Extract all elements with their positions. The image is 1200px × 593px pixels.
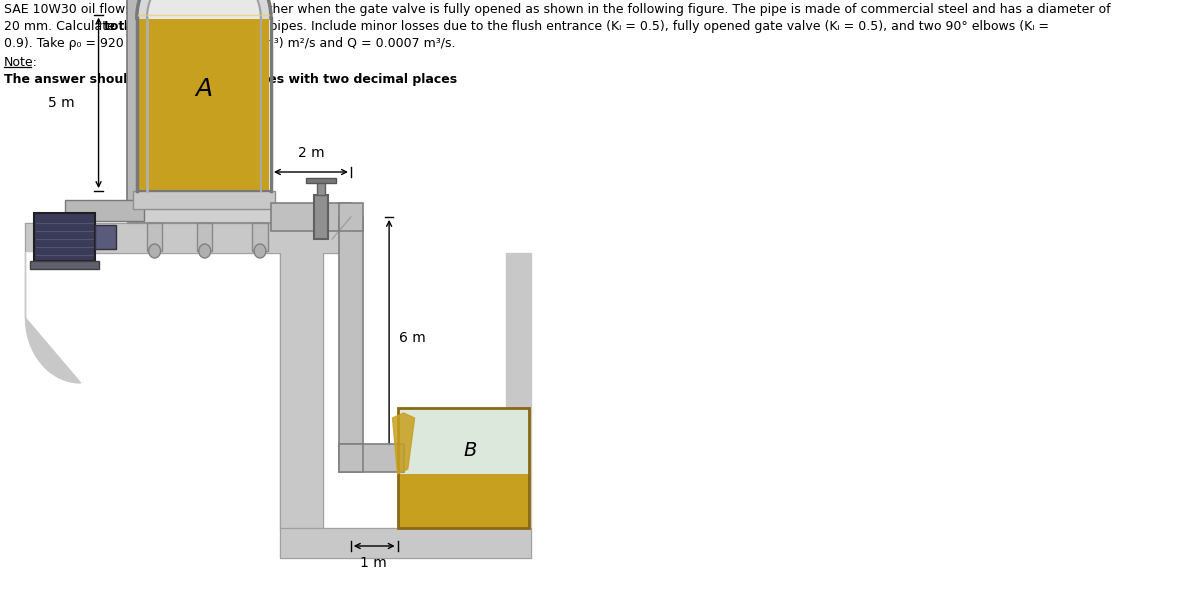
Bar <box>317 181 325 195</box>
Text: A: A <box>196 76 212 100</box>
Bar <box>65 200 144 221</box>
Text: 20 mm. Calculate the: 20 mm. Calculate the <box>5 20 144 33</box>
Bar <box>252 223 268 251</box>
Bar <box>197 223 212 251</box>
Polygon shape <box>25 253 80 383</box>
Text: B: B <box>463 441 476 460</box>
Polygon shape <box>281 528 530 558</box>
Text: Note:: Note: <box>5 56 38 69</box>
Text: 5 m: 5 m <box>48 96 74 110</box>
Circle shape <box>254 244 266 258</box>
Circle shape <box>199 244 211 258</box>
Bar <box>338 217 362 458</box>
Bar <box>138 15 269 191</box>
Bar <box>126 0 144 218</box>
Bar <box>397 474 529 528</box>
Text: 1 m: 1 m <box>360 556 388 570</box>
Text: through the pipes. Include minor losses due to the flush entrance (Kₗ = 0.5), fu: through the pipes. Include minor losses … <box>187 20 1049 33</box>
Polygon shape <box>146 0 260 18</box>
Text: 0.9). Take ρ₀ = 920 kg/m³ and ν₀ = 0.1(10⁻³) m²/s and Q = 0.0007 m³/s.: 0.9). Take ρ₀ = 920 kg/m³ and ν₀ = 0.1(1… <box>5 37 456 50</box>
Bar <box>128 209 280 223</box>
Bar <box>338 444 403 472</box>
Bar <box>132 191 275 209</box>
Bar <box>34 213 95 261</box>
Bar <box>397 408 529 474</box>
Text: 6 m: 6 m <box>400 331 426 345</box>
Bar <box>271 203 350 231</box>
Circle shape <box>149 244 161 258</box>
Polygon shape <box>392 413 414 474</box>
Bar <box>397 408 529 528</box>
Bar <box>338 444 362 472</box>
Polygon shape <box>25 223 353 528</box>
Polygon shape <box>25 253 80 283</box>
Bar <box>338 203 362 231</box>
Polygon shape <box>137 0 271 18</box>
Text: 2 m: 2 m <box>298 146 324 160</box>
Bar <box>314 195 328 240</box>
Bar <box>138 15 269 18</box>
Text: SAE 10W30 oil flows from one tank to another when the gate valve is fully opened: SAE 10W30 oil flows from one tank to ano… <box>5 3 1111 16</box>
Bar <box>146 223 162 251</box>
Bar <box>30 261 100 269</box>
Text: total losses (in m): total losses (in m) <box>104 20 232 33</box>
Bar <box>306 177 336 183</box>
Text: The answer should be in decimal values with two decimal places: The answer should be in decimal values w… <box>5 73 457 86</box>
Bar <box>95 225 116 249</box>
